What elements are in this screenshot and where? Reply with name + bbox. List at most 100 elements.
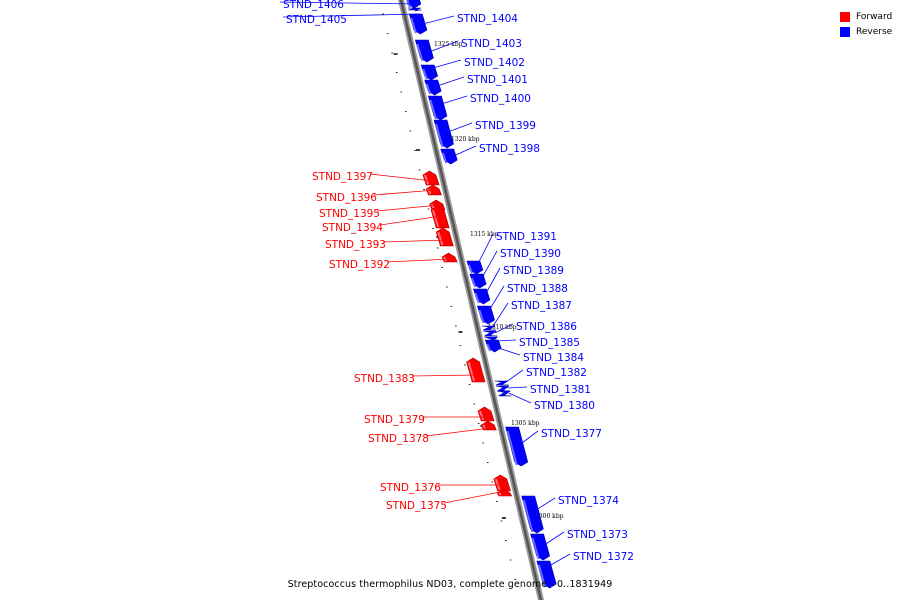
stnd-1380-leader bbox=[508, 392, 532, 404]
stnd-1405-label: STND_1405 bbox=[286, 14, 347, 26]
stnd-1390-label: STND_1390 bbox=[500, 248, 561, 260]
stnd-1392-leader bbox=[386, 258, 452, 263]
stnd-1398-highlight bbox=[441, 152, 448, 164]
legend-forward: Forward bbox=[840, 9, 892, 24]
stnd-1380-label: STND_1380 bbox=[534, 400, 595, 412]
stnd-1377-label: STND_1377 bbox=[541, 428, 602, 440]
stnd-1373-leader bbox=[543, 531, 565, 546]
stnd-1399-highlight bbox=[435, 123, 444, 148]
stnd-1383-leader bbox=[411, 374, 479, 377]
stnd-1374-label: STND_1374 bbox=[558, 495, 619, 507]
stnd-1404-highlight bbox=[410, 17, 417, 34]
stnd-1387-leader bbox=[492, 302, 509, 327]
stnd-1384-leader bbox=[498, 347, 521, 356]
stnd-1393-label: STND_1393 bbox=[325, 239, 386, 251]
stnd-1385-leader bbox=[496, 339, 517, 342]
stnd-1393-leader bbox=[382, 239, 448, 243]
stnd-1400-feature bbox=[428, 95, 448, 121]
stnd-1383-label: STND_1383 bbox=[354, 373, 415, 385]
stnd-1372-highlight bbox=[537, 564, 547, 588]
stnd-1373-highlight bbox=[531, 537, 540, 560]
scale-label: 1315 kbp bbox=[470, 231, 499, 238]
stnd-1384-highlight bbox=[486, 343, 492, 352]
stnd-1394-label: STND_1394 bbox=[322, 222, 383, 234]
stnd-1399-label: STND_1399 bbox=[475, 120, 536, 132]
stnd-1402-leader bbox=[432, 59, 462, 69]
stnd-1403-leader bbox=[428, 40, 459, 53]
stnd-1401-highlight bbox=[425, 83, 432, 95]
stnd-1376-highlight bbox=[494, 478, 501, 491]
stnd-1378-leader bbox=[425, 427, 491, 437]
stnd-1372-feature bbox=[536, 560, 557, 589]
stnd-1373-label: STND_1373 bbox=[567, 529, 628, 541]
stnd-1385-label: STND_1385 bbox=[519, 337, 580, 349]
stnd-1389-label: STND_1389 bbox=[503, 265, 564, 277]
stnd-1399-feature bbox=[433, 119, 454, 149]
stnd-1406-leader bbox=[279, 1, 418, 5]
stnd-1390-highlight bbox=[470, 277, 477, 288]
stnd-1389-leader bbox=[485, 267, 501, 295]
stnd-1391-leader bbox=[478, 233, 494, 264]
stnd-1394-leader bbox=[379, 215, 442, 226]
stnd-1394-highlight bbox=[432, 209, 440, 228]
stnd-1388-label: STND_1388 bbox=[507, 283, 568, 295]
stnd-1396-leader bbox=[373, 189, 436, 196]
stnd-1373-feature bbox=[530, 533, 551, 561]
scale-label: 1300 kbp bbox=[535, 513, 564, 520]
stnd-1394-feature bbox=[430, 205, 450, 229]
stnd-1372-label: STND_1372 bbox=[573, 551, 634, 563]
stnd-1401-label: STND_1401 bbox=[467, 74, 528, 86]
stnd-1388-leader bbox=[488, 285, 505, 311]
stnd-1396-label: STND_1396 bbox=[316, 192, 377, 204]
stnd-1382-leader bbox=[505, 369, 524, 383]
stnd-1405-feature bbox=[407, 7, 422, 12]
stnd-1374-leader bbox=[535, 497, 556, 511]
stnd-1383-feature bbox=[466, 357, 486, 383]
scale-label: 1310 kbp bbox=[488, 324, 517, 331]
stnd-1395-label: STND_1395 bbox=[319, 208, 380, 220]
stnd-1390-leader bbox=[481, 250, 498, 279]
stnd-1386-label: STND_1386 bbox=[516, 321, 577, 333]
stnd-1396-highlight bbox=[427, 188, 432, 195]
stnd-1384-label: STND_1384 bbox=[523, 352, 584, 364]
stnd-1374-highlight bbox=[522, 499, 534, 533]
stnd-1399-leader bbox=[447, 122, 473, 133]
stnd-1395-leader bbox=[376, 204, 439, 212]
stnd-1406-label: STND_1406 bbox=[283, 0, 344, 11]
stnd-1403-label: STND_1403 bbox=[461, 38, 522, 50]
genome-caption: Streptococcus thermophilus ND03, complet… bbox=[287, 579, 613, 590]
stnd-1380-feature bbox=[497, 390, 512, 397]
legend-reverse: Reverse bbox=[840, 24, 892, 39]
stnd-1391-label: STND_1391 bbox=[496, 231, 557, 243]
stnd-1402-label: STND_1402 bbox=[464, 57, 525, 69]
stnd-1377-leader bbox=[520, 430, 539, 445]
stnd-1375-label: STND_1375 bbox=[386, 500, 447, 512]
stnd-1392-label: STND_1392 bbox=[329, 259, 390, 271]
legend-reverse-label: Reverse bbox=[856, 26, 893, 37]
stnd-1375-leader bbox=[443, 490, 506, 504]
scale-label: 1305 kbp bbox=[511, 420, 540, 427]
stnd-1398-leader bbox=[453, 145, 477, 157]
stnd-1406-highlight bbox=[406, 0, 411, 8]
stnd-1391-highlight bbox=[467, 264, 473, 274]
stnd-1404-feature bbox=[408, 13, 428, 35]
stnd-1397-highlight bbox=[423, 174, 430, 185]
stnd-1389-highlight bbox=[474, 292, 480, 304]
stnd-1387-label: STND_1387 bbox=[511, 300, 572, 312]
stnd-1382-label: STND_1382 bbox=[526, 367, 587, 379]
stnd-1386-feature bbox=[483, 330, 498, 337]
stnd-1375-highlight bbox=[498, 492, 502, 496]
stnd-1372-leader bbox=[548, 553, 571, 567]
stnd-1400-label: STND_1400 bbox=[470, 93, 531, 105]
stnd-1404-label: STND_1404 bbox=[457, 13, 518, 25]
legend-forward-label: Forward bbox=[856, 11, 893, 22]
stnd-1397-leader bbox=[369, 173, 434, 182]
stnd-1400-leader bbox=[441, 95, 468, 105]
reverse-swatch bbox=[840, 26, 850, 37]
stnd-1387-feature bbox=[482, 325, 496, 331]
stnd-1376-label: STND_1376 bbox=[380, 482, 441, 494]
scale-label: 1320 kbp bbox=[451, 136, 480, 143]
stnd-1374-feature bbox=[521, 495, 544, 534]
stnd-1381-feature bbox=[496, 385, 511, 392]
